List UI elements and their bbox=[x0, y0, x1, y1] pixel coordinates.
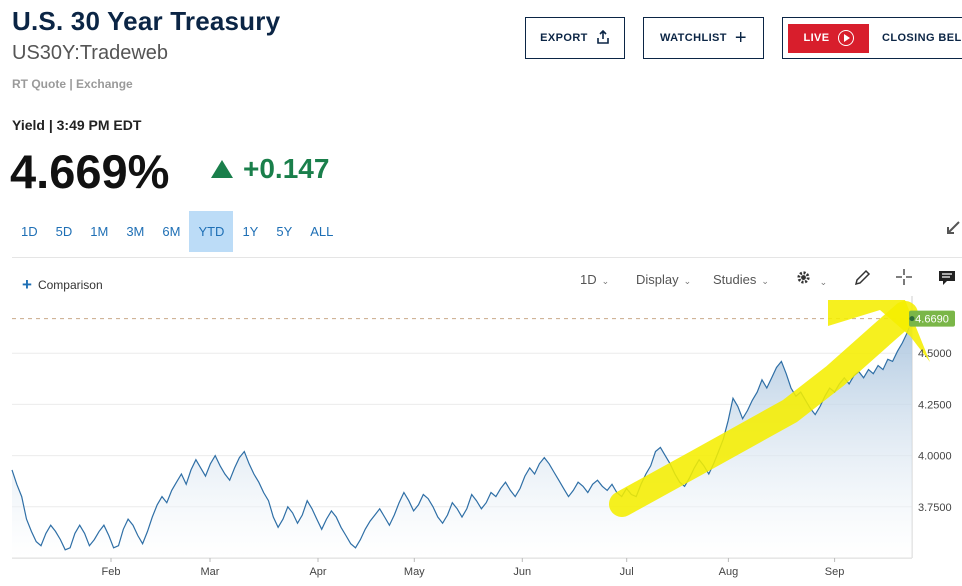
expand-icon[interactable] bbox=[945, 220, 961, 241]
yield-area bbox=[12, 318, 912, 558]
comment-icon bbox=[938, 271, 956, 290]
change-value: +0.147 bbox=[243, 153, 330, 184]
gear-icon bbox=[796, 271, 815, 288]
pencil-icon bbox=[853, 269, 871, 290]
live-label: LIVE bbox=[803, 32, 830, 44]
range-tab-5d[interactable]: 5D bbox=[55, 224, 73, 239]
range-tab-3m[interactable]: 3M bbox=[126, 224, 145, 239]
studies-dropdown[interactable]: Studies ⌄ bbox=[713, 272, 769, 287]
crosshair-icon bbox=[895, 269, 913, 289]
settings-dropdown[interactable]: ⌄ bbox=[796, 270, 827, 288]
plus-icon: + bbox=[734, 27, 748, 49]
chevron-down-icon: ⌄ bbox=[761, 276, 769, 286]
x-tick-label: Sep bbox=[825, 566, 845, 578]
closing-bell-label: CLOSING BELL bbox=[882, 32, 962, 44]
range-tab-1y[interactable]: 1Y bbox=[242, 224, 259, 239]
x-tick-label: Feb bbox=[102, 566, 121, 578]
y-tick-label: 4.2500 bbox=[918, 399, 952, 411]
y-tick-label: 4.0000 bbox=[918, 451, 952, 463]
x-tick-label: Apr bbox=[309, 566, 326, 578]
display-dropdown[interactable]: Display ⌄ bbox=[636, 272, 691, 287]
x-tick-label: Aug bbox=[719, 566, 739, 578]
page-title: U.S. 30 Year Treasury bbox=[12, 6, 281, 36]
chevron-down-icon: ⌄ bbox=[601, 276, 610, 286]
chevron-down-icon: ⌄ bbox=[819, 277, 828, 287]
display-label: Display bbox=[636, 272, 679, 287]
x-tick-label: May bbox=[404, 566, 425, 578]
highlighter-stroke bbox=[609, 301, 918, 517]
live-button[interactable]: LIVE CLOSING BELL bbox=[782, 17, 962, 59]
x-tick-label: Mar bbox=[201, 566, 220, 578]
live-tag: LIVE bbox=[788, 23, 869, 53]
range-tab-1m[interactable]: 1M bbox=[90, 224, 109, 239]
plus-icon: + bbox=[22, 275, 32, 294]
range-tab-all[interactable]: ALL bbox=[310, 224, 334, 239]
export-label: EXPORT bbox=[540, 32, 588, 44]
x-tick-label: Jun bbox=[513, 566, 531, 578]
y-tick-label: 3.7500 bbox=[918, 502, 952, 514]
comparison-button[interactable]: + Comparison bbox=[22, 276, 103, 293]
draw-tool-button[interactable] bbox=[853, 269, 871, 290]
yield-timestamp: Yield | 3:49 PM EDT bbox=[12, 117, 142, 133]
watchlist-label: WATCHLIST bbox=[659, 32, 727, 44]
ticker-symbol: US30Y:Tradeweb bbox=[12, 42, 169, 64]
yield-change: +0.147 bbox=[211, 153, 329, 185]
last-price-tag-bg bbox=[909, 310, 955, 327]
highlighter-arrowhead bbox=[828, 300, 930, 362]
up-arrow-icon bbox=[211, 160, 233, 178]
chevron-down-icon: ⌄ bbox=[683, 276, 692, 286]
last-price-tag: 4.6690 bbox=[909, 310, 955, 327]
interval-label: 1D bbox=[580, 272, 597, 287]
watchlist-button[interactable]: WATCHLIST + bbox=[643, 17, 764, 59]
yield-line bbox=[11, 318, 913, 551]
comment-button[interactable] bbox=[938, 269, 956, 290]
range-tabs: 1D 5D 1M 3M 6M YTD 1Y 5Y ALL bbox=[12, 211, 342, 252]
crosshair-button[interactable] bbox=[895, 268, 913, 289]
play-icon bbox=[837, 30, 854, 46]
yield-chart[interactable]: 3.7500 4.0000 4.2500 4.5000 Feb Mar Apr May Jun… bbox=[0, 296, 962, 586]
share-icon bbox=[596, 29, 610, 47]
y-axis-ticks: 3.7500 4.0000 4.2500 4.5000 bbox=[918, 348, 952, 514]
quote-source: RT Quote | Exchange bbox=[12, 77, 133, 91]
range-tab-1d[interactable]: 1D bbox=[21, 224, 38, 239]
x-tick-label: Jul bbox=[620, 566, 634, 578]
comparison-label: Comparison bbox=[37, 277, 103, 292]
last-price-label: 4.6690 bbox=[915, 314, 949, 326]
range-tab-6m[interactable]: 6M bbox=[162, 224, 181, 239]
y-tick-label: 4.5000 bbox=[918, 348, 952, 360]
range-tab-5y[interactable]: 5Y bbox=[276, 224, 293, 239]
studies-label: Studies bbox=[713, 272, 757, 287]
last-price-dot bbox=[909, 316, 915, 322]
x-axis-ticks: Feb Mar Apr May Jun Jul Aug Sep bbox=[102, 558, 845, 578]
highlighter-arrow-annotation bbox=[609, 300, 930, 517]
toolbar-divider bbox=[12, 257, 962, 258]
range-tab-ytd[interactable]: YTD bbox=[189, 211, 234, 252]
interval-dropdown[interactable]: 1D ⌄ bbox=[580, 272, 609, 287]
export-button[interactable]: EXPORT bbox=[525, 17, 625, 59]
yield-price: 4.669% bbox=[10, 145, 170, 198]
